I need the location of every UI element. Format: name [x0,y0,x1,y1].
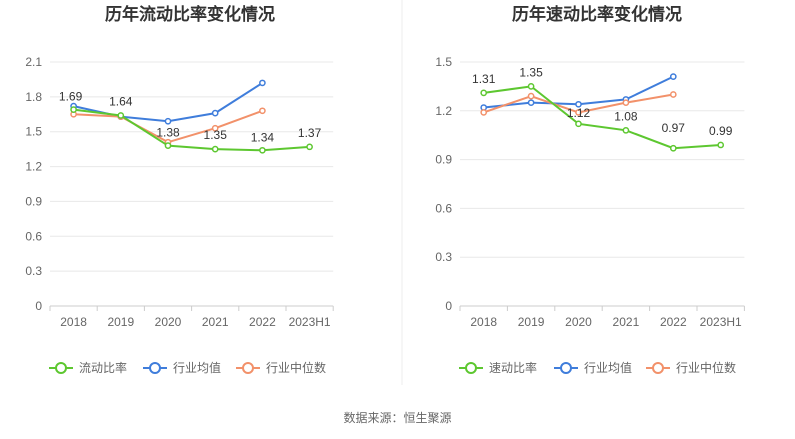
chart2-x-tick-label: 2022 [660,315,687,329]
chart1-point-primary [164,142,172,150]
chart1-data-label: 1.38 [156,126,180,140]
chart2-legend-marker [465,362,477,374]
chart2-point-primary [527,83,535,90]
chart1-point-primary [211,145,219,153]
chart1-point-primary [259,146,266,154]
chart1-point-median [211,124,219,132]
chart2-point-median [622,99,630,107]
chart1-legend-marker [55,362,67,374]
chart1-point-primary [117,112,125,119]
chart2-x-tick-label: 2018 [470,315,497,329]
chart2-legend-label: 行业中位数 [676,360,736,375]
chart1-data-label: 1.34 [251,130,275,144]
chart2-y-tick-label: 0.9 [435,153,452,167]
chart1-point-avg [211,109,219,117]
chart2-x-tick-label: 2021 [613,315,640,329]
chart2-legend-marker [560,362,572,374]
chart2-data-label: 0.97 [662,121,686,135]
chart2-x-tick-label: 2023H1 [700,315,742,329]
chart2-data-label: 1.31 [472,72,496,86]
chart1-legend-label: 行业均值 [173,360,221,375]
chart1-point-primary [70,106,77,113]
chart2-legend-marker [652,362,664,374]
chart2-group: 历年速动比率变化情况 0 0.3 0.6 0.9 1.2 1.5 2018 2019 2020 20… [435,4,745,375]
chart2-y-tick-label: 0.3 [435,250,452,264]
chart1-legend-label: 行业中位数 [266,360,326,375]
chart2-y-tick-label: 1.2 [435,104,452,118]
chart2-point-median [527,92,535,100]
chart1-point-primary [306,143,313,151]
chart2-y-tick-label: 0 [445,299,452,313]
chart1-y-tick-label: 2.1 [25,55,42,69]
chart1-data-label: 1.37 [298,126,322,140]
chart2-point-primary [622,126,630,134]
chart2-data-label: 1.12 [567,106,591,120]
chart1-group: 历年流动比率变化情况 0 0.3 0.6 0.9 1.2 1.5 1.8 2.1 2018 2019… [25,4,334,375]
source-note: 数据来源：恒生聚源 [343,411,452,425]
chart2-x-tick-label: 2020 [565,315,592,329]
chart2-point-avg [527,99,535,107]
chart2-title: 历年速动比率变化情况 [512,4,682,24]
chart1-x-tick-label: 2020 [155,315,182,329]
chart1-data-label: 1.35 [204,128,228,142]
chart1-y-tick-label: 1.5 [25,125,42,139]
chart2-point-avg [669,73,677,80]
chart2-point-median [669,91,677,98]
chart1-data-label: 1.69 [59,90,83,104]
chart2-point-median [480,109,488,116]
chart1-x-tick-label: 2019 [107,315,134,329]
chart1-title: 历年流动比率变化情况 [105,4,275,24]
chart2-legend-label: 速动比率 [489,360,537,375]
chart1-point-avg [259,79,266,87]
chart1-point-median [259,107,266,115]
chart2-point-primary [717,141,725,149]
chart1-legend-label: 流动比率 [79,360,127,375]
chart1-y-tick-label: 0.9 [25,194,42,208]
chart2-point-median [575,109,582,116]
chart1-series-line-primary [73,108,310,152]
chart2-point-avg [575,100,582,108]
chart1-point-avg [164,117,172,125]
chart1-legend-marker [149,362,161,374]
chart2-series-line-primary [483,85,721,150]
chart1-x-tick-label: 2023H1 [289,315,331,329]
chart2-point-primary [575,120,582,128]
chart1-y-tick-label: 0 [35,299,42,313]
chart2-data-label: 0.99 [709,124,733,138]
chart1-legend-marker [242,362,254,374]
chart1-x-tick-label: 2022 [249,315,276,329]
chart2-x-tick-label: 2019 [518,315,545,329]
chart1-x-tick-label: 2018 [60,315,87,329]
chart2-point-primary [480,89,488,97]
chart2-y-tick-label: 0.6 [435,201,452,215]
chart2-y-tick-label: 1.5 [435,55,452,69]
chart1-x-tick-label: 2021 [202,315,229,329]
chart1-y-tick-label: 0.3 [25,264,42,278]
chart1-y-tick-label: 1.2 [25,160,42,174]
chart2-data-label: 1.08 [614,109,638,123]
chart1-y-tick-label: 0.6 [25,229,42,243]
chart1-y-tick-label: 1.8 [25,90,42,104]
chart2-point-primary [669,144,677,152]
chart2-data-label: 1.35 [519,65,543,79]
chart1-data-label: 1.64 [109,94,133,108]
chart2-legend-label: 行业均值 [584,360,632,375]
